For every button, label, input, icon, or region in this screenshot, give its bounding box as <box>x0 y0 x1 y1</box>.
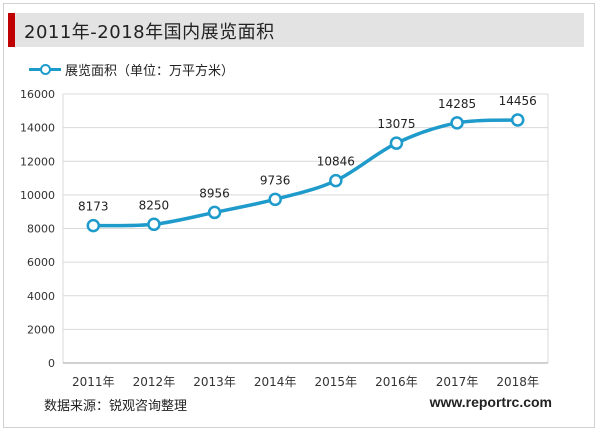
data-point <box>510 113 525 127</box>
data-point <box>329 173 343 188</box>
chart-title: 2011年-2018年国内展览面积 <box>24 22 275 43</box>
y-tick-label: 12000 <box>20 155 55 168</box>
x-tick-label: 2015年 <box>315 375 358 389</box>
x-tick-label: 2012年 <box>133 375 176 389</box>
data-label: 9736 <box>260 173 291 187</box>
data-source: 数据来源：锐观咨询整理 <box>44 399 188 414</box>
y-tick-label: 0 <box>48 357 55 370</box>
data-label: 14456 <box>499 94 537 108</box>
y-tick-label: 10000 <box>20 189 55 202</box>
y-tick-label: 4000 <box>27 290 55 303</box>
data-label: 13075 <box>377 117 415 131</box>
y-tick-label: 16000 <box>20 88 55 101</box>
data-label: 10846 <box>317 155 355 169</box>
data-label: 8956 <box>199 186 230 200</box>
x-tick-label: 2016年 <box>375 375 418 389</box>
x-tick-label: 2013年 <box>193 375 236 389</box>
x-tick-label: 2018年 <box>496 375 539 389</box>
y-tick-label: 2000 <box>27 323 55 336</box>
x-tick-label: 2017年 <box>436 375 479 389</box>
chart-frame <box>3 3 595 428</box>
website-url: www.reportrc.com <box>429 394 552 410</box>
y-tick-label: 8000 <box>27 223 55 236</box>
data-point <box>268 192 282 207</box>
data-label: 14285 <box>438 97 476 111</box>
data-point <box>450 116 464 130</box>
x-tick-label: 2014年 <box>254 375 297 389</box>
y-tick-label: 14000 <box>20 122 55 135</box>
title-accent-bar <box>8 13 15 47</box>
data-point <box>207 205 222 220</box>
x-tick-label: 2011年 <box>72 375 115 389</box>
data-point <box>147 217 161 232</box>
legend: 展览面积（单位：万平方米） <box>29 60 235 79</box>
title-bar: 2011年-2018年国内展览面积 <box>8 13 584 47</box>
legend-line-marker-icon <box>29 62 61 76</box>
data-point <box>86 218 101 233</box>
data-label: 8250 <box>139 198 170 212</box>
data-label: 8173 <box>78 200 109 214</box>
legend-label: 展览面积（单位：万平方米） <box>65 63 235 79</box>
data-point <box>389 136 404 150</box>
y-tick-label: 6000 <box>27 256 55 269</box>
